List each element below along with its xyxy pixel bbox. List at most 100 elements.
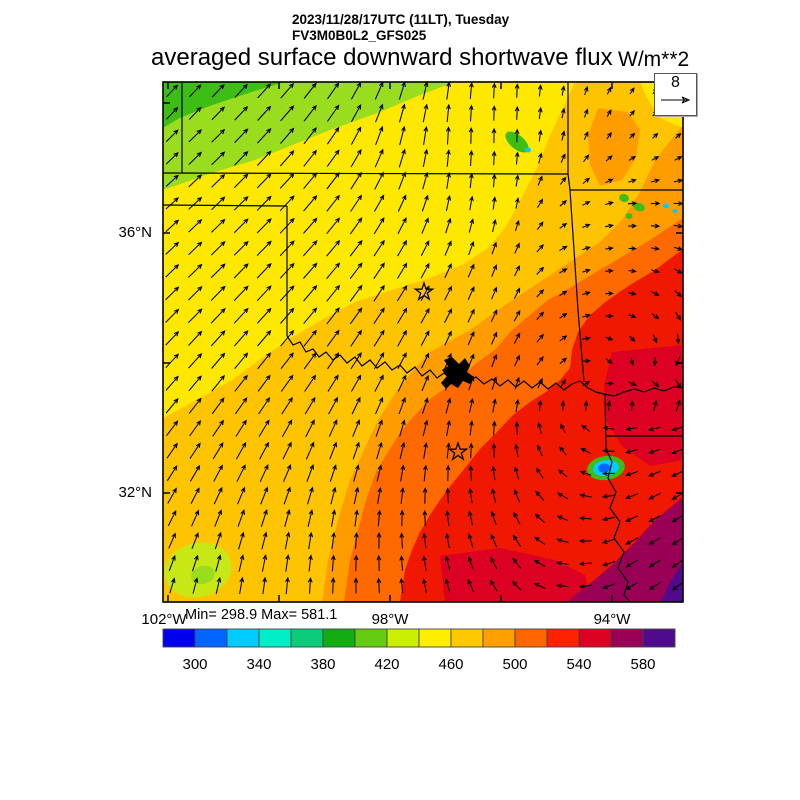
wind-arrow <box>165 308 180 323</box>
wind-arrow <box>578 561 592 566</box>
wind-arrow <box>256 218 272 234</box>
wind-arrow <box>583 154 590 163</box>
wind-arrow <box>188 330 203 346</box>
wind-arrow <box>581 424 591 432</box>
wind-arrow <box>376 554 382 572</box>
wind-arrow <box>605 336 614 341</box>
wind-arrow <box>444 578 451 593</box>
wind-arrow <box>601 561 616 567</box>
wind-arrow <box>467 533 474 548</box>
wind-arrow <box>651 380 660 388</box>
wind-arrow <box>399 441 406 460</box>
colorbar-tick-label: 460 <box>438 656 464 673</box>
cloud-speck <box>625 213 633 219</box>
wind-arrow <box>234 397 248 415</box>
wind-arrow <box>353 531 359 549</box>
wind-arrow <box>188 263 203 278</box>
wind-arrow <box>349 239 363 257</box>
wind-arrow <box>422 487 428 504</box>
wind-arrow <box>189 419 202 437</box>
wind-arrow <box>328 419 338 437</box>
wind-arrow <box>167 487 177 504</box>
wind-arrow <box>305 419 315 437</box>
wind-arrow <box>238 554 245 572</box>
wind-arrow <box>533 582 546 590</box>
wind-arrow <box>601 538 616 544</box>
colorbar-tick-label: 380 <box>310 656 336 673</box>
wind-arrow <box>211 196 226 211</box>
wind-arrow <box>353 464 360 482</box>
wind-arrow <box>284 509 291 527</box>
wind-arrow <box>556 538 569 544</box>
wind-arrow <box>307 509 314 527</box>
wind-arrow <box>560 400 566 411</box>
wind-arrow <box>601 493 615 499</box>
wind-arrow <box>583 108 589 118</box>
wind-arrow <box>514 376 520 390</box>
wind-arrow <box>303 284 318 302</box>
wind-arrow <box>537 377 543 389</box>
colorbar-segment <box>450 628 484 648</box>
wind-arrow <box>560 107 566 119</box>
wind-arrow <box>375 396 384 415</box>
wind-arrow <box>353 554 359 572</box>
wind-arrow <box>211 173 226 188</box>
wind-arrow <box>279 285 295 302</box>
wind-arrow <box>625 582 638 591</box>
wind-arrow <box>445 194 452 212</box>
wind-arrow <box>330 486 337 505</box>
wind-arrow <box>376 532 382 549</box>
wind-arrow <box>168 554 176 572</box>
wind-arrow <box>651 313 660 320</box>
wind-arrow <box>560 378 566 388</box>
wind-arrow <box>650 178 661 184</box>
wind-arrow <box>350 194 363 212</box>
wind-arrow <box>513 511 521 525</box>
wind-arrow <box>399 125 406 146</box>
wind-arrow <box>514 443 519 458</box>
wind-arrow <box>188 397 202 414</box>
wind-arrow <box>215 576 222 595</box>
colorbar-tick-label: 540 <box>566 656 592 673</box>
map-border <box>162 81 684 603</box>
wind-arrow <box>420 330 430 347</box>
wind-arrow <box>423 125 429 145</box>
wind-arrow <box>330 509 337 527</box>
cloud-speck <box>672 209 678 213</box>
wind-arrow <box>397 217 407 235</box>
wind-arrow <box>374 374 384 392</box>
wind-arrow <box>350 329 362 347</box>
wind-arrow <box>445 464 451 482</box>
vector-reference-box: 8 <box>654 73 697 116</box>
wind-arrow <box>445 532 450 548</box>
wind-arrow <box>602 471 615 476</box>
wind-arrow <box>397 374 407 392</box>
wind-arrow <box>422 103 429 123</box>
wind-arrow <box>446 149 451 167</box>
wind-arrow <box>279 262 295 279</box>
wind-arrow <box>675 333 681 345</box>
wind-arrow <box>512 580 522 591</box>
wind-arrow <box>331 531 336 550</box>
wind-arrow <box>491 376 498 390</box>
wind-arrow <box>373 284 385 302</box>
colorbar-tick-label: 500 <box>502 656 528 673</box>
wind-arrow <box>514 83 520 98</box>
wind-arrow <box>468 126 474 144</box>
wind-arrow <box>166 465 178 482</box>
wind-arrow <box>166 106 179 120</box>
wind-arrow <box>352 419 361 437</box>
wind-arrow <box>491 353 498 368</box>
wind-arrow <box>537 198 544 208</box>
wind-arrow <box>468 375 475 391</box>
colorbar-tick-label: 420 <box>374 656 400 673</box>
wind-arrow <box>192 577 199 594</box>
wind-arrow <box>650 201 661 206</box>
wind-arrow <box>628 381 637 386</box>
wind-arrow <box>606 86 612 95</box>
wind-arrow <box>191 532 199 549</box>
wind-arrow <box>536 311 545 320</box>
border-ok-ar-jog <box>567 173 571 191</box>
wind-arrow <box>559 199 568 207</box>
border-ok-panhandle-south <box>163 204 288 207</box>
